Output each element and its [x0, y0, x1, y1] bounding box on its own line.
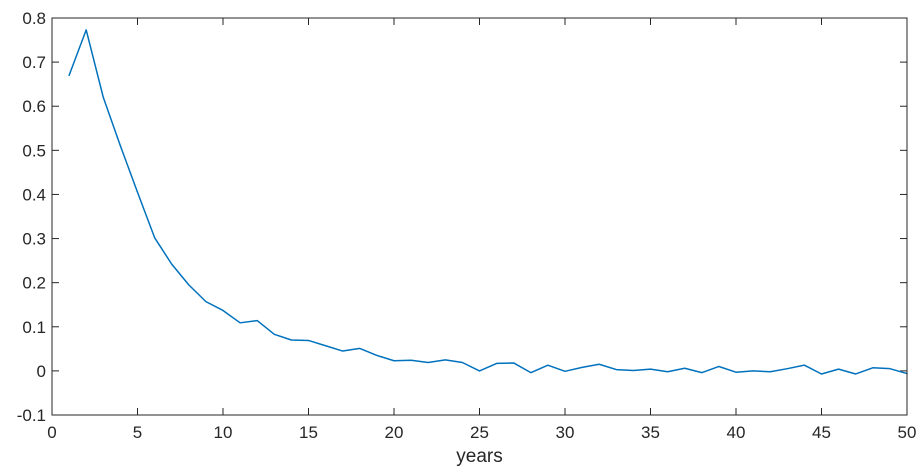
x-tick-label: 50: [898, 423, 917, 442]
x-tick-label: 25: [470, 423, 489, 442]
x-tick-label: 15: [299, 423, 318, 442]
y-tick-label: 0.7: [22, 53, 46, 72]
y-tick-label: -0.1: [17, 406, 46, 425]
x-axis-label: years: [456, 446, 502, 467]
x-tick-label: 0: [47, 423, 56, 442]
x-tick-label: 35: [641, 423, 660, 442]
y-tick-label: 0.8: [22, 9, 46, 28]
x-tick-label: 10: [214, 423, 233, 442]
y-tick-label: 0: [37, 362, 46, 381]
x-tick-label: 45: [812, 423, 831, 442]
y-tick-label: 0.1: [22, 318, 46, 337]
tick-labels-layer: 0 5 10 15 20 25 30 35 40 45 50-0.100.10.20.30.40.5…: [17, 9, 917, 442]
series-line: [68, 29, 908, 375]
y-tick-label: 0.2: [22, 274, 46, 293]
x-tick-label: 5: [133, 423, 142, 442]
ticks-layer: [51, 17, 908, 416]
series-layer: [68, 29, 908, 375]
x-tick-label: 30: [556, 423, 575, 442]
x-tick-label: 40: [727, 423, 746, 442]
y-tick-label: 0.3: [22, 230, 46, 249]
x-tick-label: 20: [385, 423, 404, 442]
y-tick-label: 0.5: [22, 141, 46, 160]
y-tick-label: 0.4: [22, 185, 46, 204]
y-tick-label: 0.6: [22, 97, 46, 116]
axes-box: [51, 17, 908, 416]
